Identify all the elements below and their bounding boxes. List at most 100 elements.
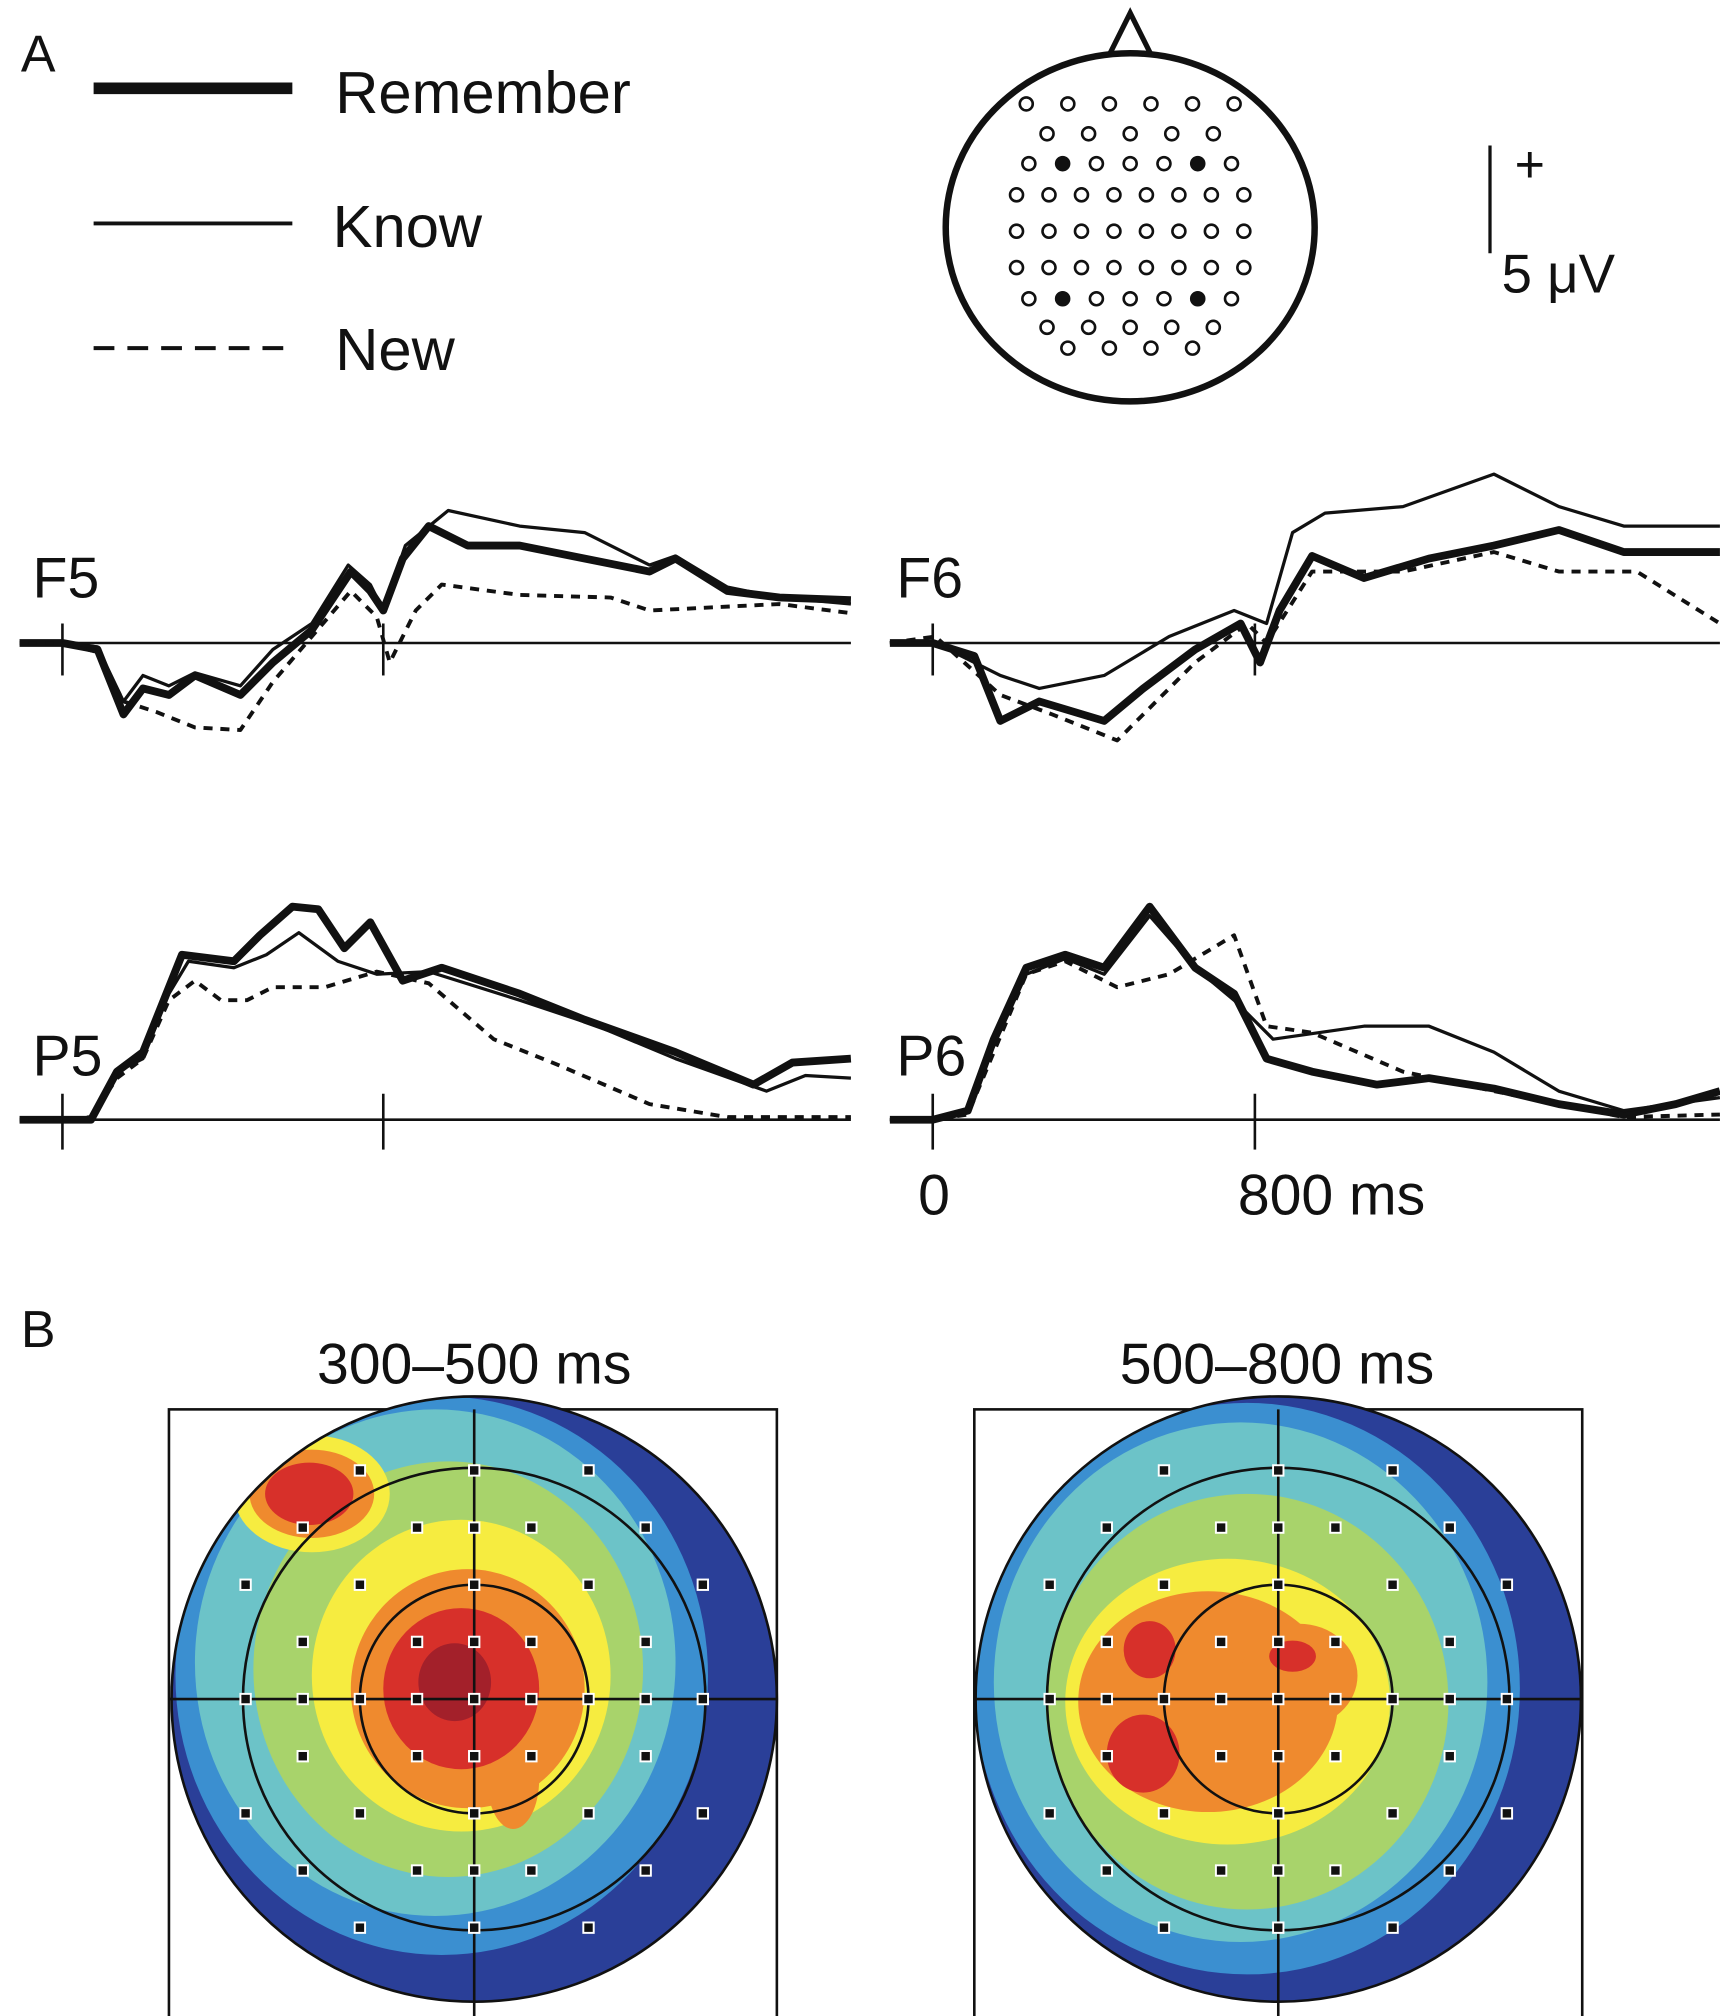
sensor xyxy=(1386,1578,1399,1591)
sensor xyxy=(410,1692,424,1706)
electrode xyxy=(1101,340,1118,356)
electrode xyxy=(1106,223,1122,240)
electrode xyxy=(1143,96,1159,112)
sensor xyxy=(296,1750,309,1763)
electrode xyxy=(1106,259,1122,276)
sensor xyxy=(1100,1750,1113,1763)
electrode xyxy=(1236,187,1252,203)
sensor xyxy=(1329,1864,1342,1877)
sensor xyxy=(468,1635,481,1649)
map-title: 500–800 ms xyxy=(1120,1332,1435,1396)
sensor xyxy=(1386,1807,1399,1820)
electrode xyxy=(1156,290,1172,307)
sensor xyxy=(1214,1750,1228,1763)
electrode xyxy=(1138,223,1155,240)
sensor xyxy=(239,1807,252,1820)
sensor xyxy=(1443,1635,1456,1649)
electrode xyxy=(1236,259,1252,276)
sensor xyxy=(1100,1521,1113,1534)
sensor xyxy=(1214,1864,1228,1877)
sensor xyxy=(1443,1692,1456,1706)
sensor xyxy=(353,1807,367,1820)
sensor xyxy=(1214,1635,1228,1649)
sensor xyxy=(239,1692,252,1706)
sensor xyxy=(639,1635,652,1649)
electrode xyxy=(1054,290,1071,307)
electrode xyxy=(1101,96,1118,112)
legend-label: New xyxy=(335,316,455,383)
sensor xyxy=(468,1464,481,1477)
sensor xyxy=(1157,1807,1171,1820)
sensor xyxy=(1272,1807,1285,1820)
sensor xyxy=(1500,1692,1514,1706)
sensor xyxy=(1272,1750,1285,1763)
sensor xyxy=(468,1692,481,1706)
electrode xyxy=(1203,223,1220,240)
sensor xyxy=(639,1692,652,1706)
sensor xyxy=(1272,1921,1285,1934)
sensor xyxy=(1157,1464,1171,1477)
electrode xyxy=(1008,259,1025,276)
scale-amplitude: 5 μV xyxy=(1502,243,1616,304)
electrode xyxy=(1106,187,1122,203)
sensor xyxy=(1329,1750,1342,1763)
electrode xyxy=(1171,223,1187,240)
electrode xyxy=(1088,290,1105,307)
electrode xyxy=(1021,290,1037,307)
electrode xyxy=(1054,155,1071,172)
sensor xyxy=(410,1750,424,1763)
electrode xyxy=(1184,96,1201,112)
sensor xyxy=(582,1692,595,1706)
electrode xyxy=(1060,340,1076,356)
electrode xyxy=(1236,223,1252,240)
electrode xyxy=(1226,96,1242,112)
electrode xyxy=(1021,155,1037,172)
sensor xyxy=(296,1692,309,1706)
map-title: 300–500 ms xyxy=(317,1332,631,1396)
electrode xyxy=(1073,223,1090,240)
time-label: 800 ms xyxy=(1238,1164,1425,1228)
sensor xyxy=(1157,1578,1171,1591)
sensor xyxy=(525,1864,538,1877)
sensor xyxy=(1272,1578,1285,1591)
sensor xyxy=(1157,1692,1171,1706)
electrode xyxy=(1184,340,1201,356)
electrode xyxy=(1223,290,1240,307)
sensor xyxy=(582,1807,595,1820)
sensor xyxy=(296,1864,309,1877)
electrode xyxy=(1041,259,1057,276)
electrode xyxy=(1041,187,1057,203)
sensor xyxy=(1386,1464,1399,1477)
sensor xyxy=(1500,1578,1514,1591)
sensor xyxy=(1500,1807,1514,1820)
sensor xyxy=(468,1521,481,1534)
sensor xyxy=(468,1750,481,1763)
sensor xyxy=(1329,1521,1342,1534)
legend-label: Know xyxy=(333,193,483,260)
electrode xyxy=(1073,187,1090,203)
electrode xyxy=(1163,126,1180,142)
baselines xyxy=(19,623,1720,1150)
electrode xyxy=(1018,96,1035,112)
sensor xyxy=(639,1750,652,1763)
sensor xyxy=(468,1864,481,1877)
sensor-dots xyxy=(239,1464,1514,1934)
electrode xyxy=(1171,259,1187,276)
sensor xyxy=(1443,1750,1456,1763)
electrode xyxy=(1163,319,1180,336)
sensor xyxy=(1100,1692,1113,1706)
sensor xyxy=(1329,1635,1342,1649)
sensor xyxy=(353,1692,367,1706)
sensor xyxy=(525,1750,538,1763)
sensor xyxy=(639,1521,652,1534)
sensor xyxy=(353,1921,367,1934)
sensor xyxy=(468,1578,481,1591)
waveforms xyxy=(19,472,1720,1124)
sensor xyxy=(1214,1692,1228,1706)
legend-label: Remember xyxy=(335,59,631,126)
electrode xyxy=(1205,126,1222,142)
electrode xyxy=(1223,155,1240,172)
sensor xyxy=(353,1578,367,1591)
channel-label: F6 xyxy=(896,547,963,611)
sensor xyxy=(1100,1635,1113,1649)
